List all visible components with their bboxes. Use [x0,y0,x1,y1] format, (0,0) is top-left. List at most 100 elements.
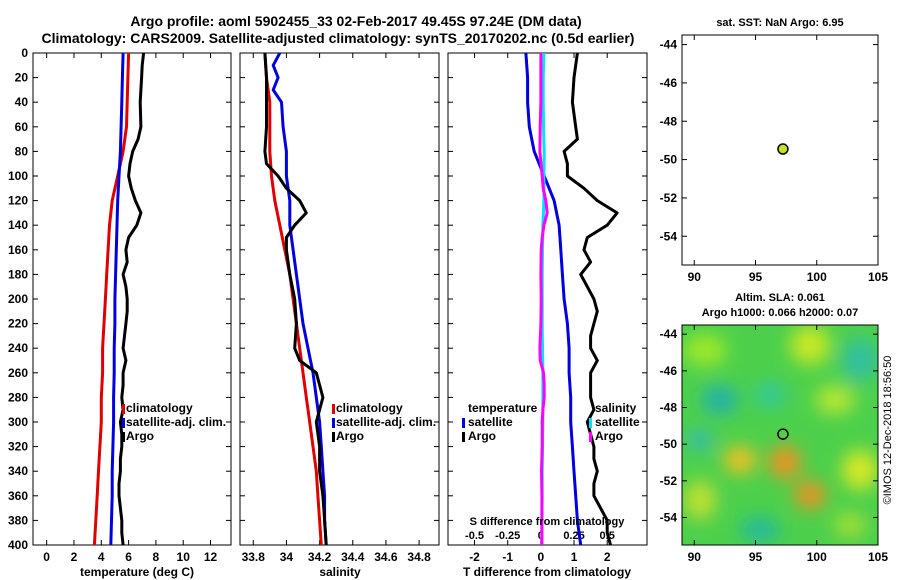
temperature-legend: climatology satellite-adj. clim. Argo [126,401,226,443]
series-satellite-adj-clim- [109,53,125,545]
panel-series [524,53,619,545]
legend-argo: Argo [126,429,154,443]
map-y-tick-label: -44 [660,38,678,52]
map-y-tick-label: -52 [660,191,678,205]
x-tick-label: 0 [43,550,50,564]
legend-swatch [462,432,465,442]
sdiff-tick-label: -0.25 [495,530,520,542]
x-tick-label: 33.8 [242,550,266,564]
depth-tick-label: 300 [8,415,28,429]
map-y-tick-label: -54 [660,229,678,243]
depth-tick-label: 20 [15,71,29,85]
depth-tick-label: 180 [8,267,28,281]
legend-s-argo: Argo [595,429,623,443]
altim-map-title-line2: Argo h1000: 0.066 h2000: 0.07 [702,307,859,319]
legend-swatch [589,432,592,442]
map-x-tick-label: 105 [868,550,888,564]
map-x-tick-label: 100 [807,550,827,564]
map-x-tick-label: 95 [749,270,763,284]
sdiff-tick-label: -0.5 [465,530,484,542]
x-tick-label: 34.4 [341,550,365,564]
legend-swatch [122,404,125,414]
figure-title-line2: Climatology: CARS2009. Satellite-adjuste… [42,30,635,46]
map-y-tick-label: -44 [660,327,678,341]
depth-tick-label: 200 [8,292,28,306]
sdiff-x-label: S difference from climatology [470,516,626,528]
series-t-satellite [524,53,583,545]
depth-tick-label: 220 [8,317,28,331]
legend-s-satellite: satellite [595,415,640,429]
legend-swatch [332,432,335,442]
x-tick-label: 10 [177,550,191,564]
depth-tick-label: 360 [8,489,28,503]
map-x-tick-label: 100 [807,270,827,284]
x-tick-label: 2 [71,550,78,564]
depth-tick-label: 140 [8,218,28,232]
depth-tick-label: 260 [8,366,28,380]
series-satellite-adj-clim- [271,53,328,545]
x-tick-label: -2 [469,550,480,564]
tdiff-x-label: T difference from climatology [463,565,631,579]
x-tick-label: 2 [604,550,611,564]
legend-satellite-adj: satellite-adj. clim. [126,415,226,429]
sst-map-title: sat. SST: NaN Argo: 6.95 [716,17,843,29]
legend-argo: Argo [336,429,364,443]
series-climatology [92,53,131,545]
legend-climatology: climatology [336,401,403,415]
legend-swatch [332,404,335,414]
legend-t-satellite: satellite [468,415,513,429]
legend-salinity-title: salinity [595,401,637,415]
depth-tick-label: 60 [15,120,29,134]
panel-series [263,53,328,545]
salinity-x-label: salinity [319,565,361,579]
map-y-tick-label: -46 [660,364,678,378]
map-x-tick-label: 90 [688,550,702,564]
depth-tick-label: 120 [8,194,28,208]
legend-temperature-title: temperature [468,401,538,415]
x-tick-label: 34.8 [407,550,431,564]
depth-tick-label: 340 [8,464,28,478]
sst-map-frame [681,34,879,266]
x-tick-label: 12 [204,550,218,564]
depth-tick-label: 100 [8,169,28,183]
x-tick-label: 0 [538,550,545,564]
map-y-tick-label: -46 [660,76,678,90]
panel-frame [447,52,648,546]
depth-tick-label: 320 [8,440,28,454]
imos-watermark: ©IMOS 12-Dec-2018 18:56:50 [882,356,894,505]
depth-tick-label: 0 [21,46,28,60]
depth-tick-label: 240 [8,341,28,355]
map-y-tick-label: -48 [660,401,678,415]
legend-swatch [462,418,465,428]
depth-tick-label: 160 [8,243,28,257]
temperature-x-label: temperature (deg C) [80,565,194,579]
altim-map-title-line1: Altim. SLA: 0.061 [735,292,825,304]
map-x-tick-label: 95 [749,550,763,564]
x-tick-label: 34.6 [374,550,398,564]
legend-swatch [122,418,125,428]
map-y-tick-label: -50 [660,437,678,451]
series-argo [263,53,328,545]
series-climatology [263,53,323,545]
map-x-tick-label: 90 [688,270,702,284]
argo-position-marker [777,143,789,155]
x-tick-label: 6 [125,550,132,564]
figure-title-line1: Argo profile: aoml 5902455_33 02-Feb-201… [130,13,581,29]
legend-climatology: climatology [126,401,193,415]
legend-swatch [589,418,592,428]
series-t-argo [562,53,619,545]
depth-tick-label: 40 [15,95,29,109]
map-y-tick-label: -52 [660,474,678,488]
altimetry-map-frame [681,324,879,546]
depth-tick-label: 400 [8,538,28,552]
legend-swatch [122,432,125,442]
depth-tick-label: 380 [8,513,28,527]
series-argo [117,53,146,545]
x-tick-label: -1 [502,550,513,564]
depth-tick-label: 80 [15,144,29,158]
panel-series [92,53,146,545]
map-y-tick-label: -48 [660,114,678,128]
x-tick-label: 34 [280,550,294,564]
x-tick-label: 1 [571,550,578,564]
